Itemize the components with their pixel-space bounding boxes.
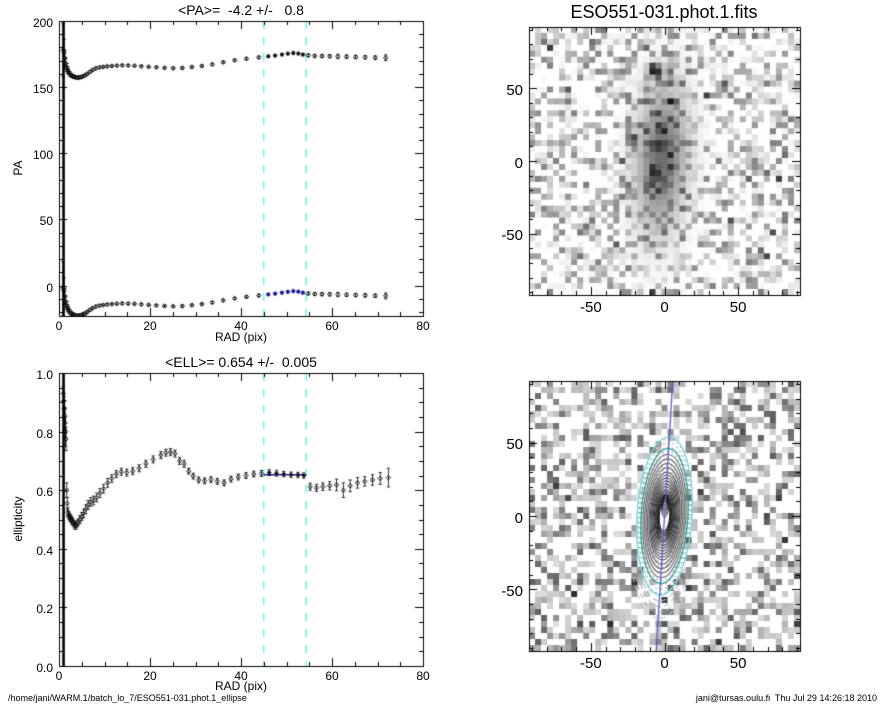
tick-label: 0.4 — [36, 543, 53, 558]
pa-xaxis-label: RAD (pix) — [214, 330, 268, 344]
tick-label: 0 — [46, 280, 53, 295]
tick-label: 150 — [32, 82, 53, 97]
tick-label: 0 — [514, 154, 523, 172]
tick-label: 0 — [55, 669, 63, 683]
output-file-path: /home/jani/WARM.1/batch_lo_7/ESO551-031.… — [8, 693, 247, 703]
pa-plot-title: <PA>= -4.2 +/- 0.8 — [178, 2, 304, 18]
tick-label: 0 — [55, 319, 63, 333]
tick-label: 0.0 — [36, 661, 53, 675]
tick-label: 80 — [416, 669, 430, 683]
user-timestamp: jani@tursas.oulu.fi Thu Jul 29 14:26:18 … — [695, 693, 877, 703]
pa-yaxis-label: PA — [11, 160, 25, 176]
fits-image-title: ESO551-031.phot.1.fits — [570, 2, 758, 22]
tick-label: 60 — [325, 319, 339, 333]
tick-label: 20 — [143, 669, 157, 683]
tick-label: 50 — [39, 214, 53, 229]
tick-label: 40 — [234, 319, 248, 333]
tick-label: 0 — [514, 509, 523, 527]
tick-label: 1.0 — [36, 368, 53, 382]
tick-label: 50 — [506, 436, 523, 454]
tick-label: 0 — [660, 299, 669, 316]
tick-label: -50 — [580, 655, 602, 672]
tick-label: 0.8 — [36, 426, 53, 441]
tick-label: 100 — [32, 148, 53, 163]
tick-label: -50 — [501, 582, 523, 600]
tick-label: 0 — [660, 655, 669, 672]
ell-plot-title: <ELL>= 0.654 +/- 0.005 — [165, 354, 317, 370]
tick-label: 50 — [729, 655, 747, 672]
ell-yaxis-label: ellipticity — [11, 496, 25, 542]
tick-label: 50 — [729, 299, 747, 316]
tick-label: 50 — [506, 81, 523, 99]
tick-label: -50 — [580, 299, 602, 316]
tick-label: 60 — [325, 669, 339, 683]
tick-label: 200 — [32, 16, 53, 30]
tick-label: -50 — [501, 227, 523, 245]
tick-label: 20 — [143, 319, 157, 333]
tick-label: 80 — [416, 319, 430, 333]
tick-label: 0.2 — [36, 602, 53, 617]
tick-label: 40 — [234, 669, 248, 683]
ell-xaxis-label: RAD (pix) — [214, 679, 268, 693]
tick-label: 0.6 — [36, 485, 53, 500]
